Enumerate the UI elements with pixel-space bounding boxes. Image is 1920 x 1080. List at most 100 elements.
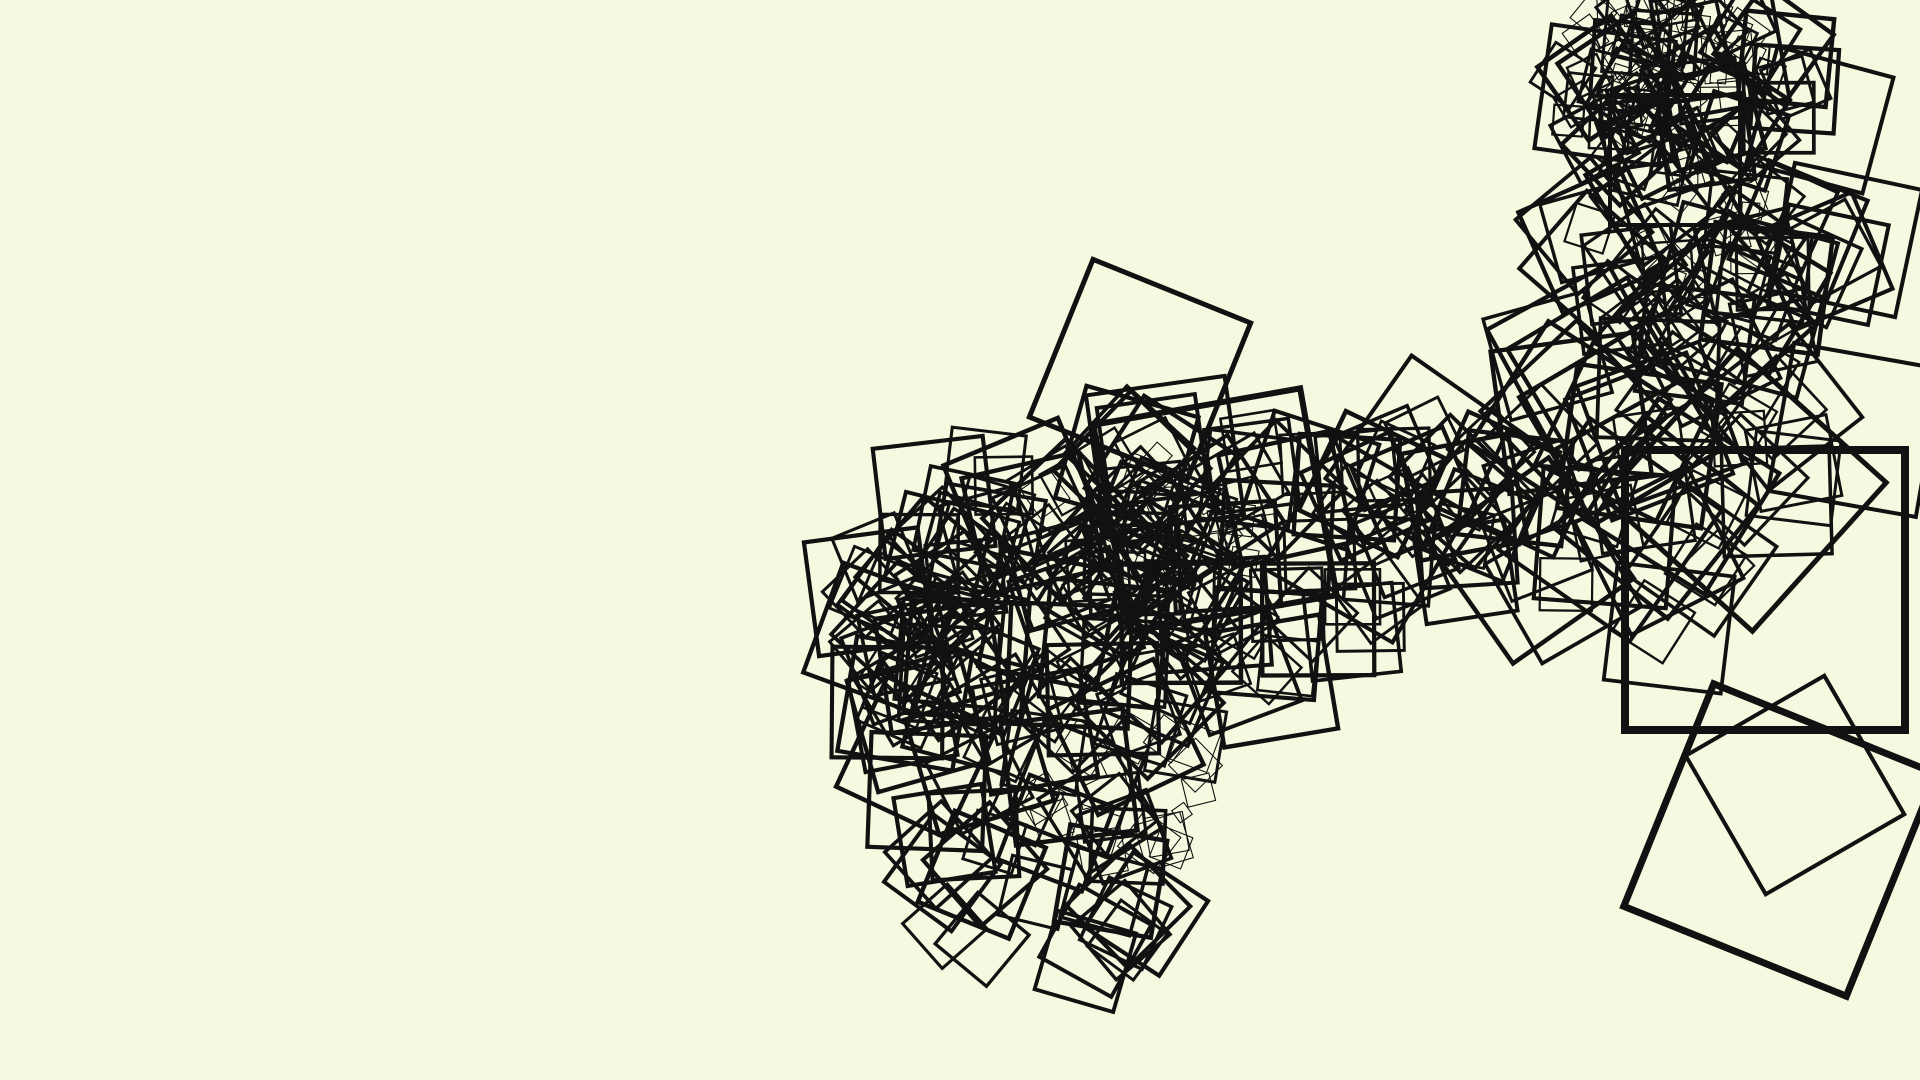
outlined-square [1120,452,1168,499]
outlined-square [1482,504,1645,666]
outlined-square [1680,125,1731,176]
outlined-square [882,798,995,912]
outlined-square [881,811,1004,934]
outlined-square [1616,4,1660,48]
outlined-square [1754,54,1816,116]
outlined-square [1068,803,1124,860]
outlined-square [1621,79,1658,116]
outlined-square [1627,285,1730,387]
outlined-square [1729,182,1770,223]
outlined-square [1635,57,1700,122]
outlined-square [1727,286,1820,379]
outlined-square [1045,530,1155,640]
outlined-square [1665,0,1713,18]
outlined-square [994,772,1117,895]
outlined-square [1666,0,1694,25]
outlined-square [1191,532,1222,564]
outlined-square [1562,70,1615,124]
outlined-square [895,579,975,660]
outlined-square [1102,708,1160,765]
outlined-square [1661,178,1698,214]
outlined-square [1035,749,1165,878]
outlined-square [1765,202,1892,328]
outlined-square [1630,101,1669,139]
outlined-square [1622,481,1780,639]
outlined-square [1210,591,1280,661]
outlined-square [1068,623,1227,782]
outlined-square [1570,254,1673,357]
outlined-square [1597,126,1663,192]
outlined-square [879,601,1021,743]
outlined-square [930,650,1020,740]
outlined-square [1323,568,1382,626]
outlined-square [1641,22,1688,69]
outlined-square [1172,605,1305,738]
outlined-square [1619,679,1920,1001]
outlined-square [1097,485,1157,545]
outlined-square [998,502,1087,591]
outlined-square [1729,228,1776,275]
outlined-square [1516,188,1668,339]
outlined-square [1656,0,1692,21]
outlined-square [932,890,1032,989]
outlined-square [1624,277,1725,377]
outlined-square [941,425,1028,512]
outlined-square [1148,824,1194,870]
outlined-square [1116,809,1182,875]
outlined-square [1636,0,1694,25]
outlined-square [1621,0,1705,69]
outlined-square [827,598,922,693]
outlined-square [1667,154,1706,193]
outlined-square [1414,485,1520,591]
outlined-square [1119,561,1244,686]
outlined-square [1679,0,1727,29]
outlined-square [1679,172,1699,192]
outlined-square [1640,112,1673,144]
outlined-square [1579,222,1684,327]
outlined-square [1658,0,1750,75]
outlined-square [1094,391,1211,509]
outlined-square [1029,798,1075,844]
outlined-square [1193,489,1220,516]
outlined-square [1699,86,1740,127]
outlined-square [1206,474,1268,537]
outlined-square [1561,13,1610,62]
outlined-square [1699,382,1779,462]
outlined-square [1738,42,1771,76]
outlined-square [1639,34,1672,67]
outlined-square [1133,811,1194,872]
outlined-square [1202,612,1341,750]
outlined-square [1591,74,1647,130]
outlined-square [1723,35,1767,79]
outlined-square [1137,567,1175,604]
outlined-square [1093,532,1142,581]
outlined-square [1167,719,1222,774]
outlined-square [911,463,1017,570]
outlined-square [1170,801,1193,824]
outlined-square [878,512,961,595]
outlined-square [1632,281,1758,407]
outlined-square [1709,150,1841,282]
outlined-square [1086,522,1183,618]
outlined-square [914,807,1049,942]
outlined-square [1081,849,1211,979]
outlined-square [1089,508,1125,544]
outlined-square [1021,776,1066,821]
outlined-square [1658,266,1687,295]
outlined-square [1551,103,1586,138]
outlined-square [1632,35,1683,86]
outlined-square [1663,521,1749,607]
outlined-square [1610,5,1633,28]
outlined-square [854,653,952,751]
outlined-square [1592,14,1660,81]
outlined-square [1590,127,1640,176]
outlined-square [1576,47,1646,117]
outlined-square [1167,737,1224,793]
outlined-square [1682,672,1908,898]
outlined-square [1180,772,1217,808]
outlined-square [1554,361,1725,531]
outlined-square [1610,206,1712,307]
outlined-square [1562,350,1736,524]
outlined-square [1765,340,1920,520]
